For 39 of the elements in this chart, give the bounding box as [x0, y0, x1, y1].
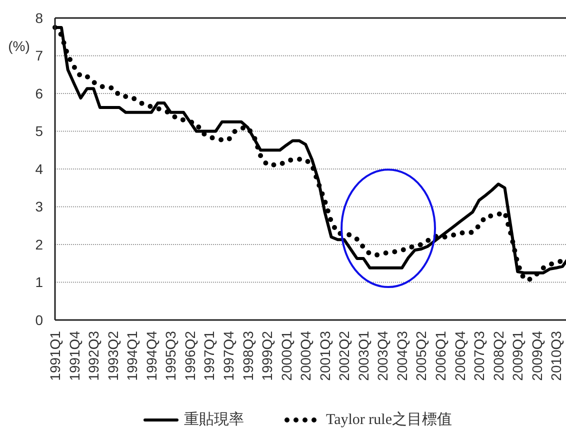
x-tick-label: 1997Q4 — [220, 330, 236, 381]
x-tick-label: 1994Q1 — [124, 330, 140, 381]
x-tick-label: 2005Q2 — [413, 330, 430, 381]
x-tick-label: 2003Q4 — [374, 330, 391, 381]
x-tick-label: 1996Q2 — [182, 330, 198, 381]
x-tick-label: 2003Q1 — [355, 330, 372, 381]
y-tick-label: 2 — [35, 236, 44, 252]
x-tick-label: 2009Q1 — [510, 330, 526, 381]
x-tick-label: 2000Q1 — [278, 330, 294, 381]
x-tick-label: 2008Q2 — [490, 330, 506, 381]
x-tick-label: 2006Q1 — [432, 330, 448, 381]
x-tick-label: 2010Q3 — [548, 330, 564, 381]
x-tick-label: 1997Q1 — [201, 330, 218, 381]
y-tick-label: 8 — [35, 10, 44, 26]
x-tick-label: 1991Q1 — [47, 330, 63, 381]
y-tick-label: 4 — [35, 160, 44, 177]
x-tick-label: 2006Q4 — [452, 330, 468, 381]
y-axis-title: (%) — [8, 38, 30, 54]
x-tick-label: 1999Q2 — [259, 330, 276, 381]
x-tick-label: 1994Q4 — [143, 330, 160, 381]
y-tick-label: 7 — [35, 48, 44, 64]
y-tick-label: 6 — [35, 85, 44, 102]
legend-label: Taylor rule之目標值 — [326, 410, 452, 429]
y-tick-label: 5 — [35, 123, 44, 140]
x-tick-label: 2000Q4 — [298, 330, 314, 381]
y-tick-label: 0 — [35, 312, 44, 328]
x-tick-label: 1993Q2 — [104, 330, 121, 381]
x-tick-label: 2004Q3 — [394, 330, 410, 381]
y-tick-label: 3 — [35, 198, 44, 215]
x-tick-label: 1998Q3 — [240, 330, 256, 381]
x-tick-label: 2001Q3 — [316, 330, 333, 381]
x-tick-label: 1995Q3 — [162, 330, 179, 381]
x-tick-label: 2009Q4 — [528, 330, 545, 381]
x-tick-label: 1991Q4 — [66, 330, 82, 381]
legend-label: 重貼現率 — [184, 410, 244, 429]
x-tick-label: 2002Q2 — [336, 330, 352, 381]
x-tick-label: 1992Q3 — [86, 330, 102, 381]
y-tick-label: 1 — [35, 274, 44, 290]
x-tick-label: 2007Q3 — [471, 330, 488, 381]
